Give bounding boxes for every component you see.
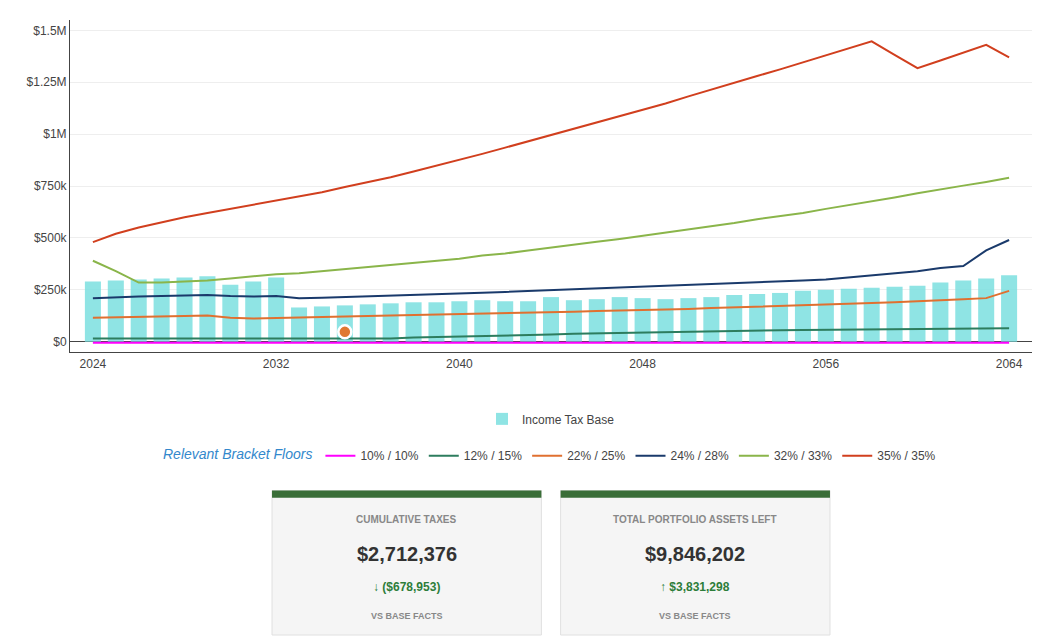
svg-text:$9,846,202: $9,846,202 <box>645 543 745 565</box>
svg-text:2040: 2040 <box>446 357 473 371</box>
svg-text:VS BASE FACTS: VS BASE FACTS <box>659 611 731 621</box>
svg-text:$250k: $250k <box>34 283 68 297</box>
svg-text:35% / 35%: 35% / 35% <box>877 449 935 463</box>
svg-text:10% / 10%: 10% / 10% <box>360 449 418 463</box>
svg-text:2064: 2064 <box>996 357 1023 371</box>
svg-text:$0: $0 <box>53 335 67 349</box>
svg-text:$750k: $750k <box>34 179 68 193</box>
svg-text:Income Tax Base: Income Tax Base <box>522 413 614 427</box>
svg-text:$1M: $1M <box>43 127 66 141</box>
svg-text:32% / 33%: 32% / 33% <box>774 449 832 463</box>
svg-text:2032: 2032 <box>263 357 290 371</box>
svg-text:TOTAL PORTFOLIO ASSETS LEFT: TOTAL PORTFOLIO ASSETS LEFT <box>613 514 777 525</box>
svg-text:24% / 28%: 24% / 28% <box>671 449 729 463</box>
svg-text:$1.5M: $1.5M <box>33 24 66 38</box>
svg-text:2048: 2048 <box>629 357 656 371</box>
svg-text:$500k: $500k <box>34 231 68 245</box>
svg-text:↑ $3,831,298: ↑ $3,831,298 <box>660 580 730 594</box>
svg-text:22% / 25%: 22% / 25% <box>567 449 625 463</box>
svg-text:↓ ($678,953): ↓ ($678,953) <box>373 580 440 594</box>
svg-text:VS BASE FACTS: VS BASE FACTS <box>371 611 443 621</box>
svg-text:2056: 2056 <box>813 357 840 371</box>
svg-text:2024: 2024 <box>80 357 107 371</box>
svg-text:Relevant Bracket Floors: Relevant Bracket Floors <box>163 446 312 462</box>
svg-text:$2,712,376: $2,712,376 <box>357 543 457 565</box>
svg-text:12% / 15%: 12% / 15% <box>464 449 522 463</box>
svg-text:$1.25M: $1.25M <box>27 75 67 89</box>
svg-text:CUMULATIVE TAXES: CUMULATIVE TAXES <box>356 514 457 525</box>
